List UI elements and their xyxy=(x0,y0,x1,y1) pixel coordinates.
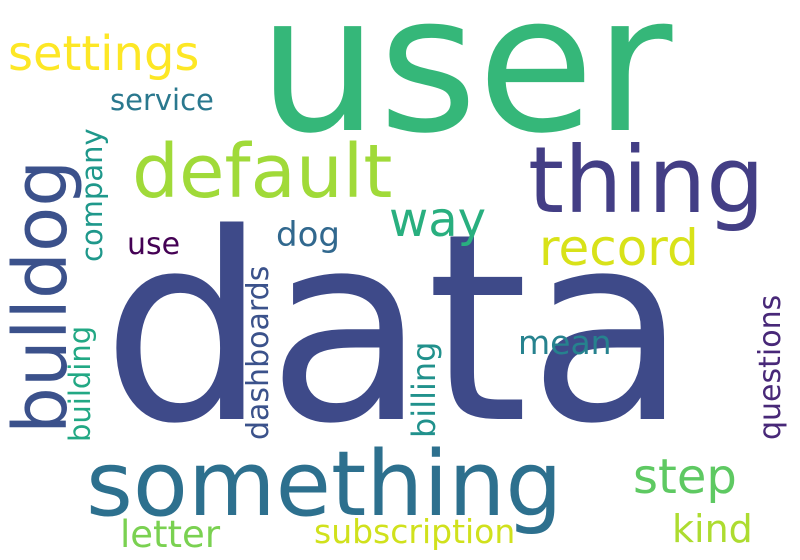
word-record: record xyxy=(539,219,699,277)
word-questions: questions xyxy=(753,294,788,440)
word-subscription: subscription xyxy=(314,512,516,551)
word-data: data xyxy=(102,179,688,481)
word-dashboards: dashboards xyxy=(241,265,276,440)
word-something: something xyxy=(86,432,563,537)
word-letter: letter xyxy=(120,513,221,556)
word-kind: kind xyxy=(672,507,753,551)
word-building: building xyxy=(63,325,97,442)
word-default: default xyxy=(132,129,393,215)
word-mean: mean xyxy=(518,323,612,362)
word-company: company xyxy=(75,128,109,262)
word-settings: settings xyxy=(8,26,200,82)
word-use: use xyxy=(127,227,181,262)
word-dog: dog xyxy=(276,215,340,255)
word-way: way xyxy=(389,192,487,248)
word-service: service xyxy=(110,83,214,117)
word-user: user xyxy=(258,0,673,175)
word-thing: thing xyxy=(528,127,765,234)
word-step: step xyxy=(633,449,737,505)
word-billing: billing xyxy=(405,341,443,438)
